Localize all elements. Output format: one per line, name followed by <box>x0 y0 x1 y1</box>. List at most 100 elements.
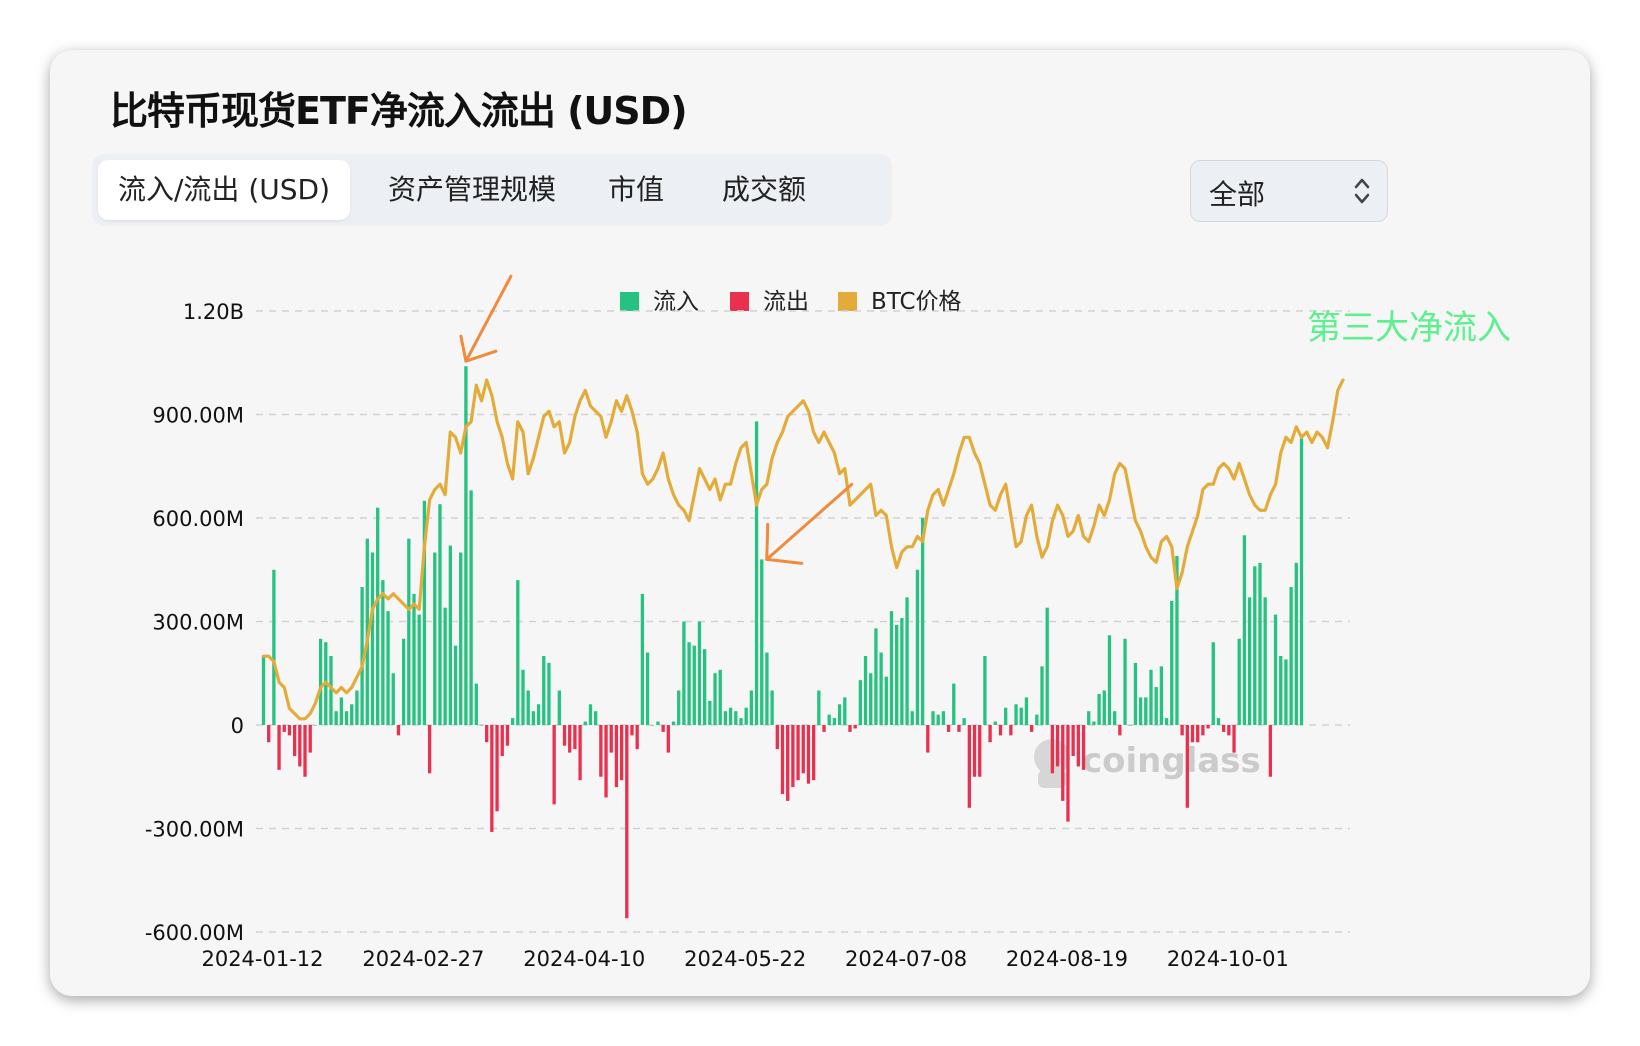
inflow-bar <box>422 500 427 725</box>
inflow-bar <box>1097 693 1101 725</box>
inflow-bar <box>381 580 385 725</box>
outflow-bar <box>427 725 432 774</box>
inflow-bar <box>448 545 452 725</box>
inflow-bar <box>1045 607 1049 725</box>
inflow-bar <box>376 507 380 725</box>
x-tick-label: 2024-07-08 <box>845 947 967 971</box>
page-title: 比特币现货ETF净流入流出 (USD) <box>110 89 688 133</box>
outflow-bar <box>1076 725 1080 767</box>
outflow-bar <box>1268 725 1273 777</box>
inflow-bar <box>1216 718 1221 725</box>
inflow-bar <box>765 652 769 725</box>
inflow-bar <box>744 707 748 725</box>
inflow-bar <box>1128 725 1132 726</box>
btc-price-line <box>261 378 1345 721</box>
inflow-bar <box>1107 635 1112 725</box>
tab-volume[interactable]: 成交额 <box>721 173 806 206</box>
inflow-bar <box>407 538 411 725</box>
inflow-bar <box>941 711 946 725</box>
inflow-bar <box>1024 697 1029 725</box>
outflow-bar <box>926 725 930 753</box>
inflow-bar <box>692 645 696 725</box>
inflow-bar <box>863 656 868 725</box>
outflow-bar <box>614 725 619 788</box>
outflow-bar <box>1227 725 1231 736</box>
y-tick-label: 300.00M <box>152 611 244 635</box>
outflow-bar <box>796 725 800 781</box>
inflow-bar <box>874 628 878 725</box>
inflow-bar <box>1175 555 1179 725</box>
x-tick-label: 2024-01-12 <box>201 947 323 971</box>
outflow-bar <box>811 725 816 781</box>
outflow-bar <box>552 725 556 805</box>
tab-aum[interactable]: 资产管理规模 <box>387 173 556 206</box>
inflow-bar <box>983 656 987 725</box>
inflow-bar <box>329 656 333 725</box>
inflow-bar <box>261 656 266 725</box>
inflow-bar <box>910 711 914 725</box>
outflow-bar <box>1029 725 1034 732</box>
inflow-bar <box>754 421 759 725</box>
inflow-bar <box>334 711 338 725</box>
outflow-bar <box>988 725 992 743</box>
outflow-bar <box>1185 725 1189 808</box>
outflow-bar <box>853 725 857 729</box>
inflow-bar <box>272 569 276 725</box>
outflow-bar <box>277 725 281 770</box>
inflow-bar <box>433 552 437 725</box>
tab-flow[interactable]: 流入/流出 (USD) <box>98 160 350 220</box>
outflow-bar <box>308 725 312 753</box>
inflow-bar <box>521 669 525 725</box>
inflow-bar <box>734 711 738 725</box>
range-select[interactable]: 全部 <box>1190 160 1388 222</box>
legend-btc-price-swatch <box>838 292 857 311</box>
inflow-bar <box>837 704 842 725</box>
inflow-bar <box>1247 597 1252 725</box>
outflow-bar <box>490 725 494 832</box>
watermark-text: coinglass <box>1082 741 1261 781</box>
inflow-bar <box>1113 711 1117 725</box>
inflow-bar <box>1004 707 1008 725</box>
inflow-bar <box>531 711 536 725</box>
outflow-bar <box>573 725 577 750</box>
inflow-bar <box>749 690 754 725</box>
inflow-bar <box>459 552 463 725</box>
outflow-bar <box>609 725 613 753</box>
outflow-bar <box>625 725 629 919</box>
outflow-bar <box>1050 725 1055 774</box>
outflow-bar <box>1222 725 1226 732</box>
inflow-bar <box>1258 562 1262 725</box>
inflow-bar <box>900 618 904 725</box>
inflow-bar <box>1294 562 1298 725</box>
legend-outflow-label: 流出 <box>763 289 809 315</box>
outflow-bar <box>946 725 951 732</box>
x-tick-label: 2024-10-01 <box>1167 947 1289 971</box>
annotation-arrow-2 <box>765 482 854 561</box>
inflow-bar <box>832 718 837 725</box>
inflow-bar <box>760 559 764 725</box>
outflow-bar <box>282 725 286 732</box>
tab-bar: 流入/流出 (USD) 资产管理规模 市值 成交额 <box>92 154 892 226</box>
y-tick-label: -300.00M <box>145 818 244 842</box>
outflow-bar <box>1232 725 1236 753</box>
inflow-bar <box>1133 662 1138 725</box>
outflow-bar <box>599 725 603 777</box>
inflow-bar <box>869 673 873 725</box>
inflow-bar <box>588 704 593 725</box>
inflow-bar <box>1092 721 1096 725</box>
tab-market-cap[interactable]: 市值 <box>607 173 664 206</box>
outflow-bar <box>500 725 504 757</box>
inflow-bar <box>858 680 862 725</box>
inflow-bar <box>1299 438 1304 725</box>
inflow-bar <box>318 638 323 725</box>
inflow-bar <box>931 711 935 725</box>
outflow-bar <box>848 725 852 732</box>
inflow-bar <box>703 649 707 725</box>
inflow-bar <box>1019 707 1023 725</box>
outflow-bar <box>568 725 572 753</box>
inflow-bar <box>687 642 691 725</box>
legend-outflow[interactable]: 流出 <box>730 282 809 316</box>
inflow-bar <box>370 552 375 725</box>
inflow-bar <box>412 593 416 725</box>
outflow-bar <box>998 725 1003 736</box>
